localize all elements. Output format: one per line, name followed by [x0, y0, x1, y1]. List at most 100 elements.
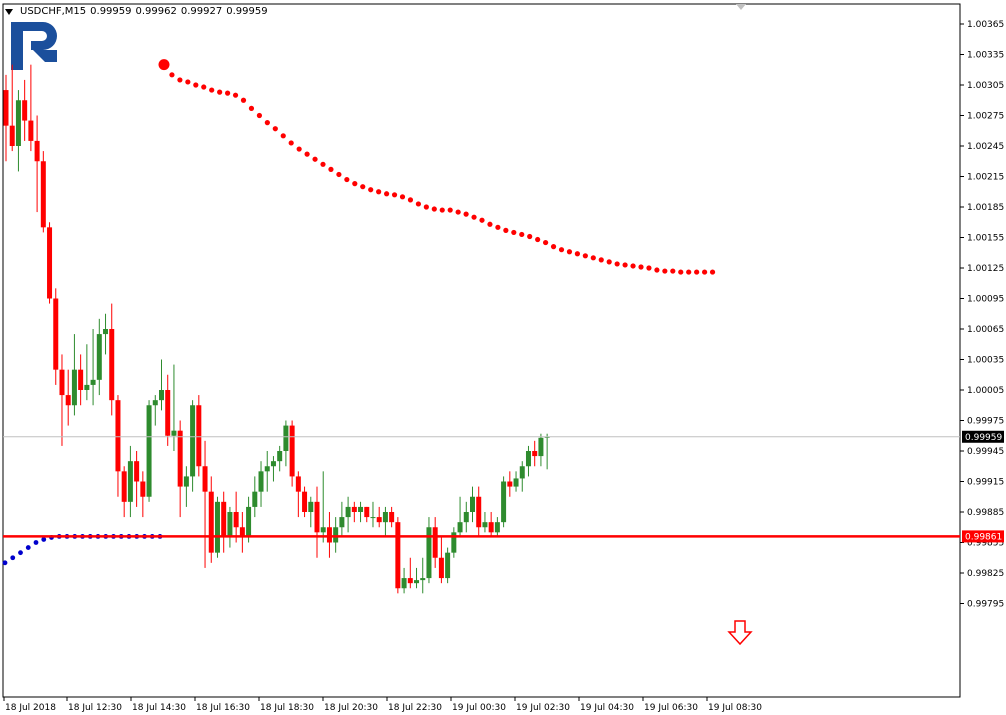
candle-body [438, 557, 444, 579]
upper-dot [503, 227, 509, 233]
candle-body [246, 506, 252, 538]
candle-body [270, 461, 276, 467]
candle-body [233, 512, 239, 528]
candle-body [407, 578, 413, 584]
open-value: 0.99959 [90, 6, 132, 17]
upper-dot [709, 269, 716, 275]
y-tick-label: 0.99945 [967, 447, 1004, 457]
lower-dot [33, 540, 39, 545]
support-price-badge: 0.99861 [962, 530, 1004, 543]
y-tick-label: 1.00125 [967, 264, 1004, 274]
candle-body [252, 491, 258, 507]
upper-dot [232, 92, 239, 98]
upper-dot [336, 171, 342, 178]
candle [432, 517, 438, 568]
candle-body [414, 580, 420, 584]
lower-dot [25, 545, 31, 550]
candle [183, 466, 189, 507]
candle [227, 506, 233, 548]
candle-body [40, 161, 46, 228]
upper-dot [391, 192, 398, 198]
candle-body [333, 527, 339, 543]
candle [445, 547, 451, 584]
x-axis: 18 Jul 2018 18 Jul 12:30 18 Jul 14:30 18 Ju… [3, 697, 762, 713]
candle-body [202, 466, 208, 492]
candle [252, 476, 258, 518]
candle [22, 79, 28, 141]
y-tick-label: 1.00095 [967, 295, 1004, 305]
candle-body [538, 437, 544, 457]
upper-dot [471, 214, 477, 220]
candle [513, 471, 519, 492]
x-tick-label: 18 Jul 12:30 [68, 703, 122, 713]
candle [233, 491, 239, 543]
upper-dot [185, 79, 191, 85]
y-tick-label: 1.00185 [967, 203, 1004, 213]
candle [438, 537, 444, 584]
upper-dot [678, 269, 684, 275]
upper-dot [694, 269, 700, 275]
candle-body [146, 405, 152, 497]
candle [426, 517, 432, 584]
candle-body [364, 506, 370, 518]
candle-body [525, 451, 531, 467]
candle-body [507, 481, 513, 487]
candle [401, 567, 407, 594]
lower-dots-series [2, 534, 163, 566]
candle [389, 506, 395, 528]
candle [289, 420, 295, 487]
candle-body [159, 390, 164, 401]
upper-dot [646, 265, 652, 271]
candle-body [22, 100, 28, 121]
candle-body [15, 100, 21, 146]
upper-dot [574, 251, 581, 257]
upper-dot [288, 140, 294, 146]
candle-body [382, 512, 388, 523]
upper-dot [169, 72, 175, 78]
candle [476, 486, 482, 538]
upper-dot [328, 166, 334, 172]
x-tick-label: 18 Jul 2018 [5, 703, 56, 713]
upper-dot [511, 229, 517, 236]
candle [283, 420, 289, 467]
candle-body [53, 298, 59, 370]
candle [90, 329, 96, 406]
y-tick-label: 1.00155 [967, 234, 1004, 244]
candle [302, 486, 308, 518]
candle [115, 395, 121, 497]
candle [345, 496, 351, 533]
candle-body [463, 512, 469, 523]
close-value: 0.99959 [226, 6, 268, 17]
upper-dot [248, 105, 255, 111]
y-tick-label: 1.00335 [967, 51, 1004, 61]
candle [165, 374, 171, 446]
x-tick-label: 19 Jul 00:30 [452, 703, 506, 713]
candle [538, 433, 544, 467]
candle [134, 451, 140, 507]
upper-dot [535, 236, 541, 243]
x-tick-label: 19 Jul 08:30 [708, 703, 762, 713]
candle-body [115, 400, 121, 472]
upper-dot [527, 233, 533, 240]
upper-dot [455, 209, 461, 215]
y-tick-label: 1.00005 [967, 386, 1004, 396]
upper-dot [654, 267, 660, 273]
candle-body [103, 329, 109, 335]
candle-body [519, 466, 525, 479]
dropdown-triangle-icon[interactable] [5, 9, 13, 15]
candle-body [476, 496, 482, 528]
scroll-marker-icon[interactable] [736, 4, 746, 10]
current-price-badge-label: 0.99959 [965, 433, 1002, 443]
upper-dot [225, 90, 231, 96]
candle-body [28, 120, 34, 141]
low-value: 0.99927 [180, 6, 223, 17]
candle-body [358, 506, 364, 512]
upper-dot [630, 263, 636, 269]
upper-dot [614, 261, 620, 267]
candle-body [401, 578, 407, 589]
candle-body [451, 532, 457, 553]
upper-dot [463, 211, 469, 217]
support-price-badge-label: 0.99861 [965, 532, 1002, 542]
upper-dot [423, 204, 429, 210]
